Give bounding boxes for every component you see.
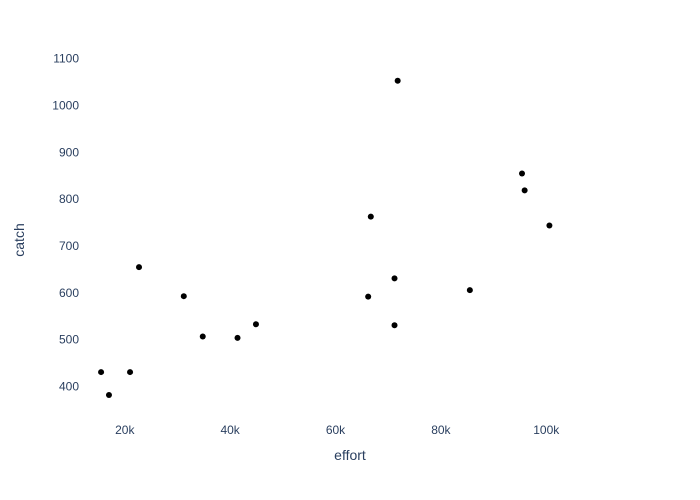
y-tick-label: 600 xyxy=(59,286,79,300)
y-tick-label: 1100 xyxy=(53,52,79,66)
data-point[interactable] xyxy=(394,77,401,84)
data-point[interactable] xyxy=(546,222,553,229)
x-tick-label: 100k xyxy=(533,423,560,437)
data-point[interactable] xyxy=(180,293,187,300)
data-point[interactable] xyxy=(136,264,143,271)
data-point[interactable] xyxy=(105,392,112,399)
x-tick-label: 40k xyxy=(220,423,240,437)
data-point[interactable] xyxy=(127,369,134,376)
data-point[interactable] xyxy=(521,187,528,194)
data-point[interactable] xyxy=(199,333,206,340)
y-tick-label: 1000 xyxy=(52,99,79,113)
data-point[interactable] xyxy=(466,287,473,294)
data-point[interactable] xyxy=(519,170,526,177)
data-point[interactable] xyxy=(252,321,259,328)
x-axis-title: effort xyxy=(334,447,366,463)
y-tick-label: 500 xyxy=(59,333,79,347)
data-point[interactable] xyxy=(367,213,374,220)
y-axis-ticks: 400 500 600 700 800 900 1000 1100 xyxy=(52,52,79,394)
y-tick-label: 700 xyxy=(59,239,79,253)
y-tick-label: 800 xyxy=(59,192,79,206)
y-tick-label: 400 xyxy=(59,380,79,394)
x-tick-label: 80k xyxy=(431,423,451,437)
y-tick-label: 900 xyxy=(59,145,79,159)
data-point[interactable] xyxy=(391,322,398,329)
data-point[interactable] xyxy=(98,369,105,376)
x-axis-ticks: 20k 40k 60k 80k 100k xyxy=(115,423,560,437)
data-points xyxy=(98,77,553,399)
y-axis-title: catch xyxy=(11,223,27,256)
data-point[interactable] xyxy=(234,334,241,341)
x-tick-label: 60k xyxy=(326,423,346,437)
x-tick-label: 20k xyxy=(115,423,135,437)
data-point[interactable] xyxy=(365,293,372,300)
data-point[interactable] xyxy=(391,275,398,282)
